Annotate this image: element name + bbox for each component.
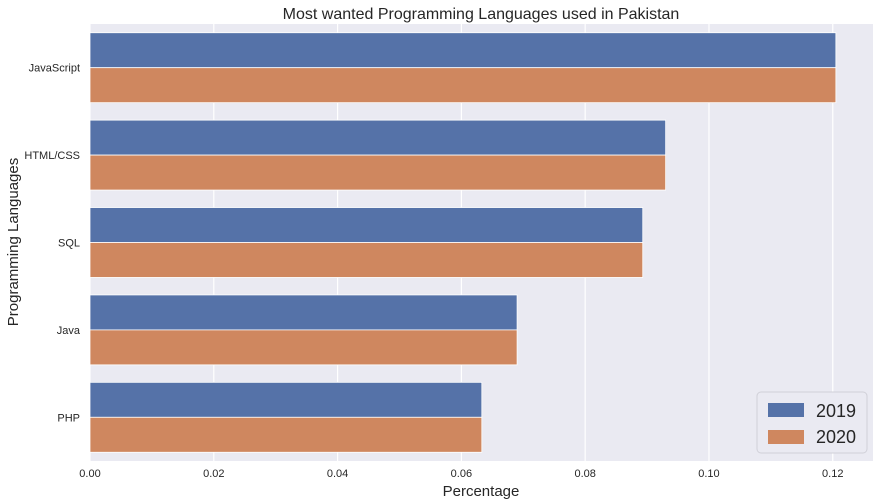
x-tick-label: 0.08 (574, 468, 595, 480)
x-tick-label: 0.10 (698, 468, 719, 480)
legend-swatch-2020 (768, 430, 804, 444)
bar-2019-php (89, 381, 483, 418)
y-tick-label: Java (57, 325, 81, 337)
bar-2020-php (89, 416, 483, 453)
x-tick-label: 0.00 (79, 468, 100, 480)
x-tick-labels: 0.00 0.02 0.04 0.06 0.08 0.10 0.12 (79, 468, 843, 480)
bar-2019-html-css (89, 119, 667, 156)
x-tick-label: 0.04 (327, 468, 348, 480)
legend-swatch-2019 (768, 403, 804, 417)
bar-2019-java (89, 294, 518, 331)
chart-title: Most wanted Programming Languages used i… (283, 6, 680, 23)
y-tick-label: JavaScript (29, 63, 80, 75)
legend-label-2019: 2019 (816, 401, 856, 421)
y-axis-title: Programming Languages (5, 158, 22, 326)
y-tick-label: HTML/CSS (24, 150, 80, 162)
x-tick-label: 0.02 (203, 468, 224, 480)
legend-label-2020: 2020 (816, 427, 856, 447)
bar-2020-java (89, 329, 518, 366)
bar-2020-javascript (89, 67, 837, 104)
y-tick-label: SQL (58, 238, 80, 250)
x-tick-label: 0.12 (822, 468, 843, 480)
bar-2019-javascript (89, 32, 837, 69)
bar-2019-sql (89, 207, 644, 243)
bars (89, 32, 837, 453)
bar-2020-html-css (89, 154, 667, 191)
y-tick-labels: JavaScript HTML/CSS SQL Java PHP (24, 63, 80, 425)
x-axis-title: Percentage (443, 483, 520, 500)
y-tick-label: PHP (57, 412, 80, 424)
bar-2020-sql (89, 242, 644, 278)
legend: 2019 2020 (756, 391, 868, 454)
x-tick-label: 0.06 (451, 468, 472, 480)
